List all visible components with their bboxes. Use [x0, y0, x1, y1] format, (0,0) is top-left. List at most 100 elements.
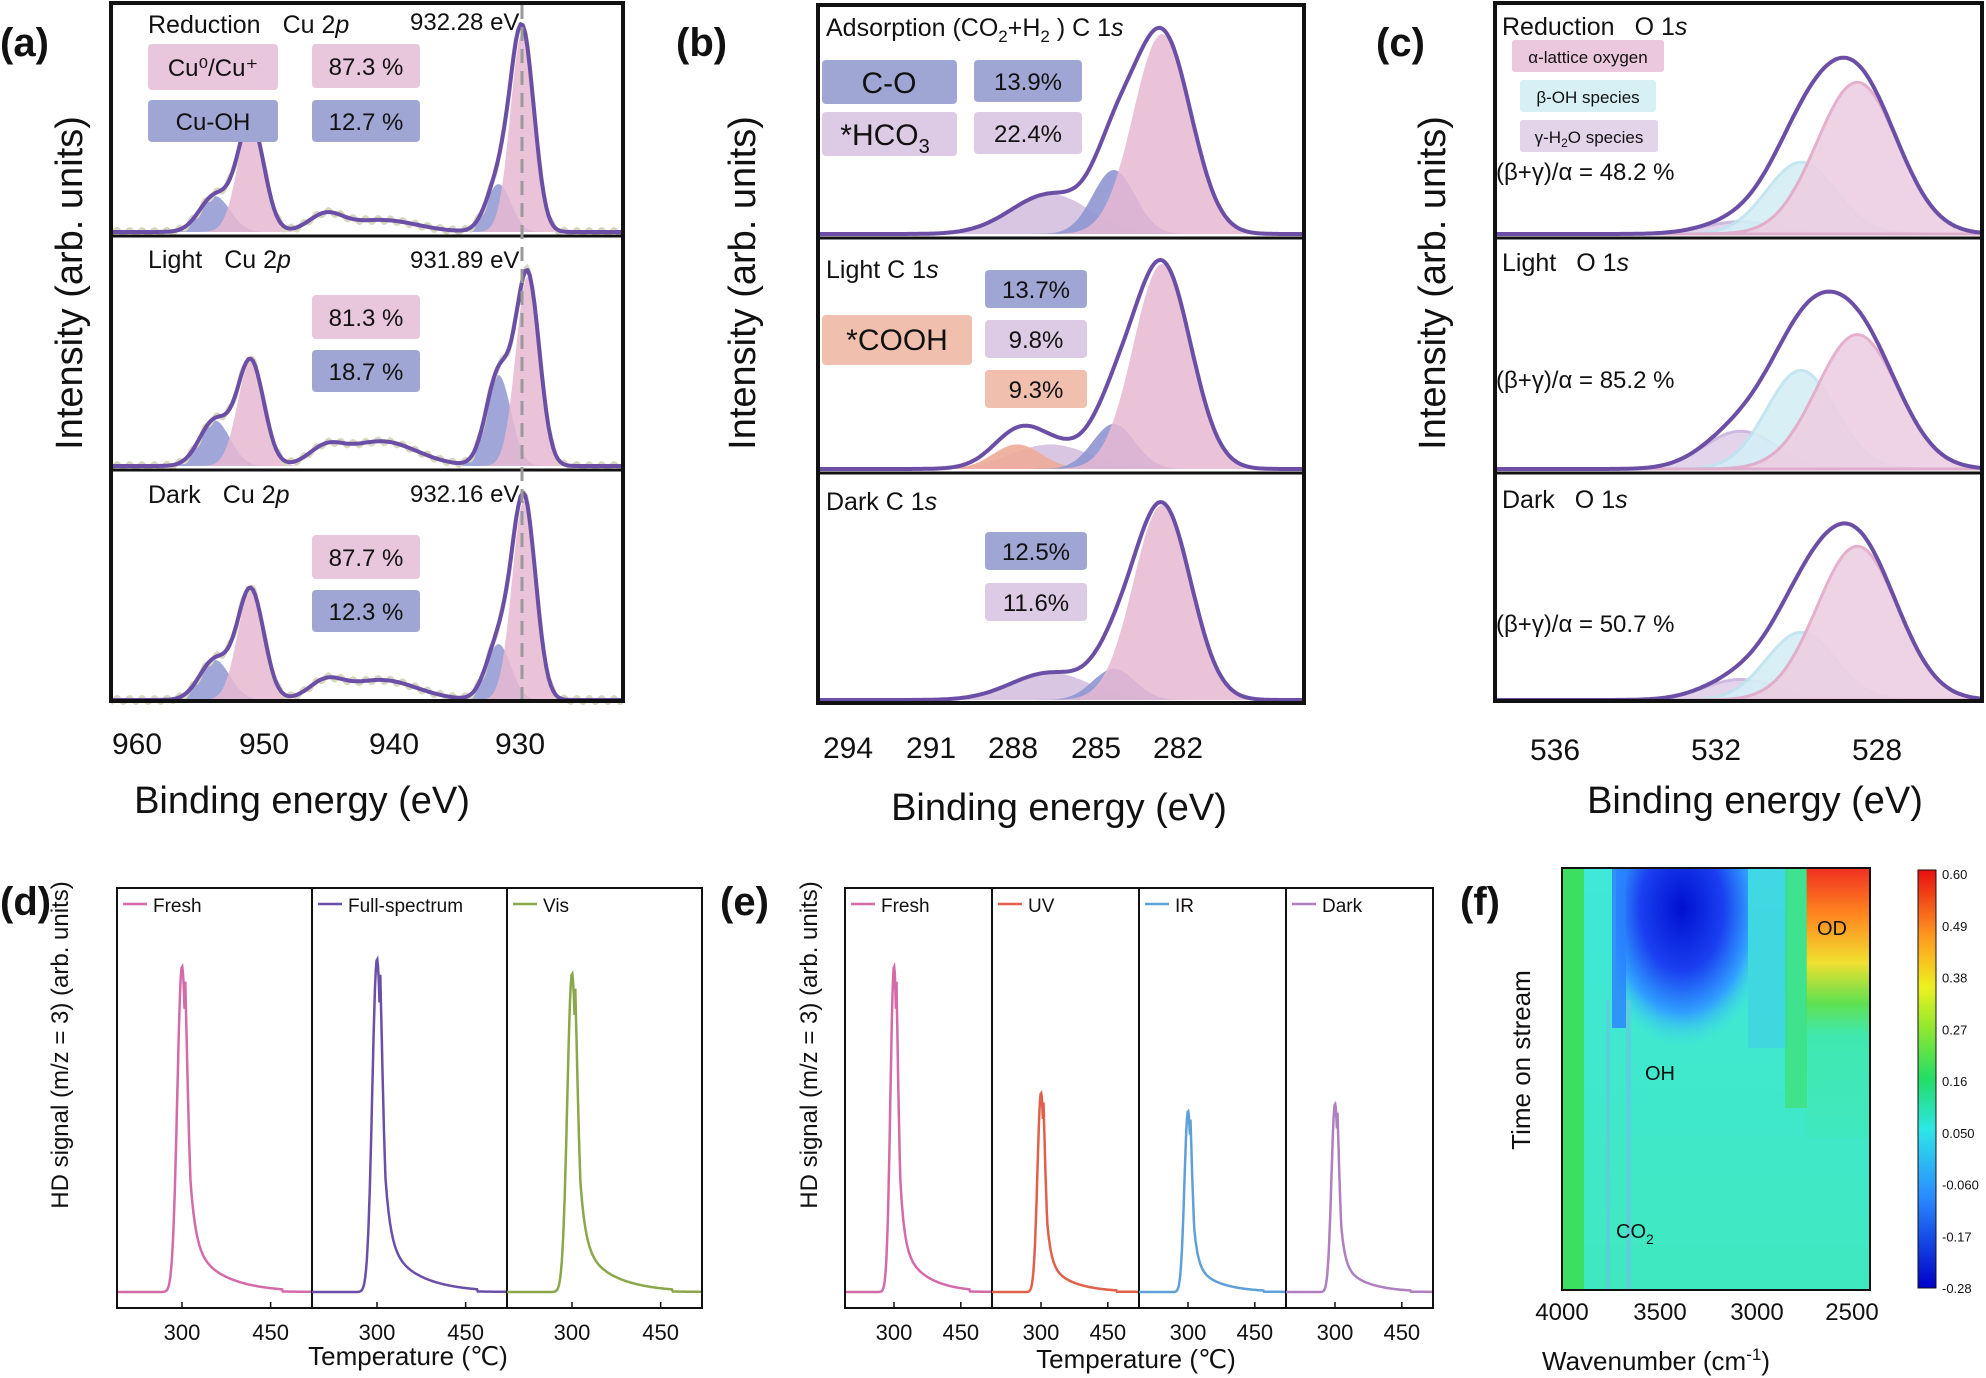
- legend-label: Vis: [543, 896, 569, 917]
- legend-hco3: *HCO3: [840, 119, 929, 158]
- heatmap-od-edge: [1785, 868, 1807, 1108]
- heatmap-frame: [1561, 867, 1871, 1291]
- panel-a: (a) Intensity (arb. units) Binding energ…: [0, 1, 625, 822]
- xtick: 528: [1852, 734, 1902, 767]
- hco3-component: [818, 194, 1304, 234]
- panel-e-label: (e): [720, 880, 769, 924]
- pct-hco3-adsorption: 22.4%: [994, 121, 1062, 148]
- colorbar-tick: 0.49: [1942, 919, 1967, 934]
- heatmap-shoulder: [1748, 868, 1788, 1048]
- panel-e: (e) HD signal (m/z = 3) (arb. units) Tem…: [720, 880, 1434, 1374]
- sub-title-dark: Dark C 1s: [826, 488, 937, 516]
- panel-f-ylabel: Time on stream: [1506, 970, 1536, 1150]
- xtick: 300: [1023, 1320, 1060, 1345]
- pct-badge: [985, 270, 1087, 308]
- tpd-curve: [507, 970, 702, 1294]
- sub-title-light: Light C 1s: [826, 256, 939, 284]
- pct-badge: [974, 60, 1082, 102]
- pct-badge: [985, 583, 1087, 621]
- xtick: 300: [1170, 1320, 1207, 1345]
- pct-badge: [974, 112, 1082, 154]
- heatmap-oh-edge: [1612, 868, 1626, 1028]
- colorbar-labels: 0.60 0.49 0.38 0.27 0.16 0.050 -0.060 -0.17 -0.2…: [1942, 867, 1979, 1296]
- pct-badge: [312, 44, 420, 88]
- panel-b-xticks: 294 291 288 285 282: [823, 732, 1203, 765]
- heatmap-oh-region: [1616, 868, 1748, 1068]
- panel-a-frame: [109, 1, 625, 703]
- legend-cuoh: Cu-OH: [176, 109, 251, 136]
- fit-envelope: [111, 268, 623, 468]
- pct-badge: [312, 295, 420, 339]
- panel-c-label: (c): [1376, 21, 1425, 65]
- pct-badge: [985, 532, 1087, 570]
- legend-cu0: Cu⁰/Cu⁺: [168, 55, 258, 82]
- cu-oh-component: [111, 375, 623, 466]
- panel-c: (c) Intensity (arb. units) Binding energ…: [1376, 1, 1984, 822]
- tpd-curve: [1286, 1100, 1433, 1294]
- xtick: 536: [1530, 734, 1580, 767]
- peak-energy: 931.89 eV: [410, 247, 519, 274]
- panel-a-ylabel: Intensity (arb. units): [49, 116, 91, 450]
- colorbar-tick: -0.060: [1942, 1178, 1979, 1193]
- sub-title-reduction: Reduction Cu 2p: [148, 11, 349, 39]
- fit-envelope: [1495, 289, 1983, 471]
- annotation-oh: OH: [1645, 1063, 1675, 1085]
- fit-envelope: [111, 490, 623, 702]
- pct-cu0-light: 81.3 %: [329, 305, 404, 332]
- legend-gamma: γ-H2O species: [1535, 128, 1644, 150]
- sub-title-dark: Dark Cu 2p: [148, 481, 290, 509]
- panel-f-xlabel: Wavenumber (cm-1): [1542, 1345, 1770, 1376]
- tpd-curve: [312, 955, 507, 1294]
- colorbar-tick: 0.27: [1942, 1022, 1967, 1037]
- xtick: 930: [495, 728, 545, 761]
- colorbar-tick: 0.050: [1942, 1126, 1975, 1141]
- sub-title-adsorption: Adsorption (CO2+H2 ) C 1s: [826, 14, 1124, 46]
- panel-c-ylabel: Intensity (arb. units): [1412, 116, 1454, 450]
- colorbar-tick: -0.17: [1942, 1229, 1972, 1244]
- hco3-component: [818, 444, 1304, 469]
- xtick: 285: [1071, 732, 1121, 765]
- xtick: 288: [988, 732, 1038, 765]
- sub-title-reduction: Reduction O 1s: [1502, 13, 1687, 41]
- legend-co: C-O: [862, 67, 917, 100]
- xtick: 294: [823, 732, 873, 765]
- pct-badge: [312, 535, 420, 579]
- legend-label: Dark: [1322, 896, 1363, 917]
- legend-alpha-box: [1512, 40, 1664, 72]
- pct-cooh-light: 9.3%: [1009, 377, 1064, 404]
- pct-badge: [312, 350, 420, 392]
- panel-d-ylabel: HD signal (m/z = 3) (arb. units): [47, 881, 74, 1208]
- peak-energy: 932.16 eV: [410, 481, 519, 508]
- cu0-component: [111, 500, 623, 700]
- panel-f: (f) Time on stream Wavenumber (cm-1) OH …: [1460, 867, 1979, 1376]
- panel-b: (b) Intensity (arb. units) Binding energ…: [676, 3, 1306, 829]
- tpd-curve: [992, 1090, 1139, 1294]
- panel-d-xlabel: Temperature (℃): [308, 1341, 508, 1371]
- panel-d: (d) HD signal (m/z = 3) (arb. units) Tem…: [0, 880, 703, 1371]
- xtick: 282: [1153, 732, 1203, 765]
- legend-hco3-box: [822, 112, 957, 156]
- panel-f-xticks: 4000 3500 3000 2500: [1535, 1299, 1878, 1326]
- colorbar-tick: 0.16: [1942, 1074, 1967, 1089]
- tpd-curve: [1139, 1108, 1286, 1294]
- panel-b-label: (b): [676, 21, 727, 65]
- fit-envelope: [1495, 55, 1983, 236]
- panel-b-frame: [816, 3, 1306, 705]
- pct-badge: [312, 590, 420, 632]
- pct-hco3-dark: 11.6%: [1003, 590, 1069, 617]
- panel-e-xlabel: Temperature (℃): [1036, 1344, 1236, 1374]
- legend-label: Full-spectrum: [348, 896, 463, 917]
- pct-cuoh-dark: 12.3 %: [329, 599, 404, 626]
- panel-c-xticks: 536 532 528: [1530, 734, 1902, 767]
- pct-co-dark: 12.5%: [1002, 539, 1070, 566]
- panel-a-xlabel: Binding energy (eV): [134, 780, 470, 822]
- heatmap: [1561, 867, 1871, 1291]
- heatmap-band-edge: [1562, 868, 1584, 1290]
- xtick: 960: [112, 728, 162, 761]
- xtick: 300: [876, 1320, 913, 1345]
- xtick: 450: [942, 1320, 979, 1345]
- heatmap-co2-line: [1626, 1000, 1631, 1290]
- panel-c-xlabel: Binding energy (eV): [1587, 780, 1923, 822]
- xtick: 300: [1317, 1320, 1354, 1345]
